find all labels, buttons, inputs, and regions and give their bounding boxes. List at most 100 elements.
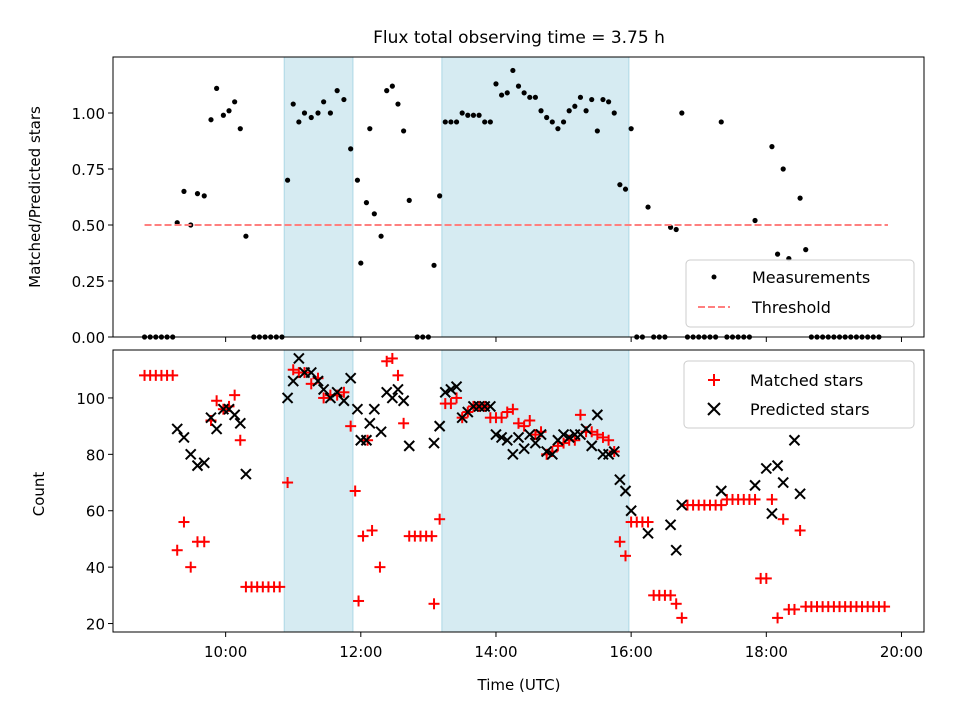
matched-stars-point <box>353 595 365 607</box>
matched-stars-point <box>574 409 586 421</box>
measurement-point <box>465 112 471 118</box>
measurement-point <box>448 119 454 125</box>
matched-stars-point <box>234 434 246 446</box>
top-y-axis-label: Matched/Predicted stars <box>26 106 44 288</box>
measurement-point <box>470 112 477 118</box>
y-tick-label: 1.00 <box>72 105 105 123</box>
measurement-point <box>334 88 340 94</box>
measurement-point <box>538 108 544 114</box>
measurement-point <box>243 233 249 239</box>
predicted-stars-point <box>619 485 632 497</box>
matched-stars-point <box>357 530 369 542</box>
predicted-stars-point <box>450 380 463 393</box>
measurement-point <box>510 67 516 74</box>
measurement-point <box>769 144 775 150</box>
matched-stars-point <box>524 415 536 426</box>
x-tick-label: 10:00 <box>204 643 247 661</box>
matched-stars-point <box>366 524 378 536</box>
predicted-stars-point <box>433 420 446 432</box>
measurement-point <box>290 101 296 107</box>
measurement-point <box>208 117 214 123</box>
measurement-point <box>628 126 634 132</box>
measurement-point <box>577 94 584 100</box>
x-tick-label: 18:00 <box>745 643 788 661</box>
legend-predicted-label: Predicted stars <box>750 400 870 419</box>
matched-stars-point <box>591 429 603 441</box>
measurement-point <box>348 146 354 152</box>
predicted-stars-point <box>293 352 305 365</box>
measurement-point <box>284 177 291 183</box>
predicted-stars-point <box>670 544 682 556</box>
measurement-point <box>780 166 786 172</box>
legend-matched-marker <box>708 374 720 386</box>
measurement-point <box>315 110 321 116</box>
measurement-point <box>367 126 373 132</box>
predicted-stars-point <box>351 403 364 415</box>
y-tick-label: 0.25 <box>72 273 105 291</box>
predicted-stars-point <box>171 423 183 435</box>
predicted-stars-point <box>495 431 508 444</box>
measurement-point <box>363 200 370 206</box>
predicted-stars-point <box>428 437 440 449</box>
predicted-stars-point <box>185 448 197 461</box>
bottom-x-ticks: 10:00 12:00 14:00 16:00 18:00 20:00 <box>204 632 923 661</box>
measurement-point <box>296 119 302 125</box>
measurement-point <box>673 226 679 233</box>
measurement-point <box>395 101 401 107</box>
measurement-point <box>226 108 232 114</box>
matched-stars-point <box>381 355 393 367</box>
matched-stars-point <box>760 572 772 584</box>
matched-stars-point <box>451 392 463 404</box>
measurement-point <box>371 211 377 217</box>
predicted-stars-point <box>507 448 519 461</box>
measurement-point <box>544 114 550 121</box>
y-tick-label: 40 <box>86 559 105 577</box>
top-y-ticks: 0.00 0.25 0.50 0.75 1.00 <box>72 105 113 347</box>
matched-stars-point <box>665 589 677 601</box>
y-tick-label: 80 <box>86 446 105 464</box>
measurement-point <box>442 119 448 125</box>
predicted-stars-point <box>403 440 415 452</box>
matched-stars-point <box>198 536 210 548</box>
predicted-stars-point <box>760 462 773 475</box>
measurement-point <box>384 88 390 94</box>
matched-stars-point <box>794 524 806 536</box>
x-tick-label: 20:00 <box>880 643 923 661</box>
x-tick-label: 16:00 <box>610 643 653 661</box>
predicted-stars-point <box>439 386 451 399</box>
predicted-stars-point <box>614 474 626 486</box>
matched-stars-point <box>507 403 519 415</box>
x-axis-label: Time (UTC) <box>477 676 561 694</box>
measurement-point <box>527 94 533 100</box>
predicted-stars-point <box>664 519 677 531</box>
y-tick-label: 0.75 <box>72 161 105 179</box>
predicted-stars-point <box>392 383 404 396</box>
predicted-stars-point <box>484 400 497 413</box>
measurement-point <box>232 99 238 105</box>
measurement-point <box>401 128 407 134</box>
y-tick-label: 100 <box>76 390 105 408</box>
predicted-stars-point <box>501 434 513 446</box>
matched-stars-point <box>879 601 891 613</box>
predicted-stars-point <box>771 459 784 472</box>
matched-stars-point <box>167 369 179 381</box>
predicted-stars-point <box>228 409 241 421</box>
measurement-point <box>718 119 724 125</box>
measurement-point <box>194 191 201 197</box>
matched-stars-point <box>552 440 564 452</box>
measurement-point <box>679 110 685 116</box>
measurement-point <box>476 112 482 118</box>
predicted-stars-point <box>602 448 615 461</box>
top-plot-marks <box>141 67 888 340</box>
legend-measurements-label: Measurements <box>752 268 870 287</box>
matched-stars-point <box>620 550 632 562</box>
predicted-stars-point <box>749 479 761 492</box>
predicted-stars-point <box>198 457 210 469</box>
measurement-point <box>572 103 578 109</box>
matched-stars-point <box>287 364 299 376</box>
matched-stars-point <box>614 536 626 548</box>
measurement-point <box>358 260 364 266</box>
predicted-stars-point <box>397 395 410 407</box>
measurement-point <box>774 251 781 257</box>
